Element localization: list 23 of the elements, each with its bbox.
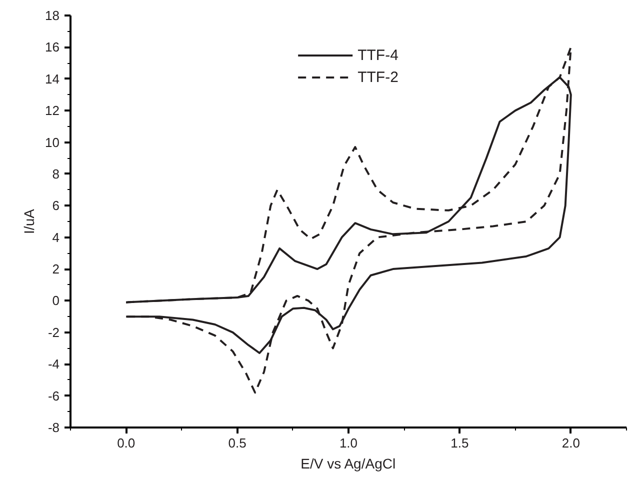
y-tick-label: -8 bbox=[48, 420, 60, 435]
y-tick-label: 8 bbox=[52, 166, 60, 182]
x-tick-label: 1.0 bbox=[339, 436, 358, 450]
x-axis-title: E/V vs Ag/AgCl bbox=[300, 456, 396, 472]
x-tick-label: 0.5 bbox=[228, 436, 246, 450]
y-tick-label: 14 bbox=[45, 71, 60, 86]
y-tick-label: 6 bbox=[52, 198, 60, 214]
y-tick-label: -6 bbox=[48, 388, 60, 404]
x-tick-label: 0.0 bbox=[117, 436, 136, 450]
y-tick-label: 16 bbox=[45, 40, 60, 55]
y-tick-label: 2 bbox=[52, 262, 60, 277]
y-tick-label: 18 bbox=[45, 8, 60, 23]
x-tick-label: 2.0 bbox=[562, 436, 580, 450]
y-tick-label: -4 bbox=[48, 356, 60, 372]
y-tick-label: -2 bbox=[48, 324, 60, 340]
y-tick-label: 0 bbox=[52, 293, 60, 308]
y-tick-label: 12 bbox=[45, 103, 60, 118]
legend-label: TTF-4 bbox=[358, 46, 398, 64]
y-tick-label: 4 bbox=[52, 230, 60, 245]
y-axis-title: I/uA bbox=[21, 208, 38, 234]
legend-label: TTF-2 bbox=[358, 68, 398, 86]
y-tick-label: 10 bbox=[45, 134, 60, 150]
x-tick-label: 1.5 bbox=[450, 436, 469, 450]
